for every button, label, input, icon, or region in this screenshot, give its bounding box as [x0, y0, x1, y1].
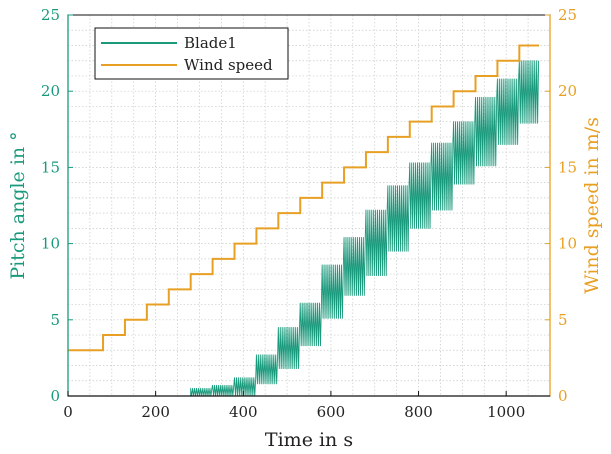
left-y-axis-title: Pitch angle in ° [7, 131, 29, 279]
right-axis-tick-label: 5 [558, 311, 568, 329]
x-axis: 0 200 400 600 800 1000 [63, 391, 550, 421]
left-axis-tick-label: 25 [41, 6, 60, 24]
right-y-axis: 0 5 10 15 20 25 [545, 6, 577, 405]
x-axis-tick-label: 400 [229, 403, 258, 421]
left-axis-tick-label: 15 [41, 158, 60, 176]
series-line-blade1 [68, 60, 540, 397]
right-axis-tick-label: 20 [558, 82, 577, 100]
series-line-wind-speed [68, 44, 540, 352]
left-axis-tick-label: 20 [41, 82, 60, 100]
legend-box [94, 27, 289, 80]
x-axis-title: Time in s [265, 429, 353, 451]
right-y-axis-title: Wind speed in m/s [581, 117, 603, 294]
x-axis-tick-label: 800 [404, 403, 433, 421]
x-axis-tick-label: 0 [63, 403, 73, 421]
legend: Blade1 Wind speed [94, 27, 289, 80]
right-axis-tick-label: 0 [558, 387, 568, 405]
left-y-axis: 0 5 10 15 20 25 [41, 6, 73, 405]
left-axis-tick-label: 5 [50, 311, 60, 329]
x-axis-tick-label: 600 [317, 403, 346, 421]
plot-data [68, 44, 540, 397]
left-axis-tick-label: 0 [50, 387, 60, 405]
x-axis-tick-label: 1000 [487, 403, 525, 421]
legend-label-wind-speed: Wind speed [184, 56, 273, 74]
x-axis-tick-label: 200 [141, 403, 170, 421]
right-axis-tick-label: 10 [558, 235, 577, 253]
left-axis-tick-label: 10 [41, 235, 60, 253]
right-axis-tick-label: 15 [558, 158, 577, 176]
legend-label-blade1: Blade1 [184, 34, 237, 52]
right-axis-tick-label: 25 [558, 6, 577, 24]
